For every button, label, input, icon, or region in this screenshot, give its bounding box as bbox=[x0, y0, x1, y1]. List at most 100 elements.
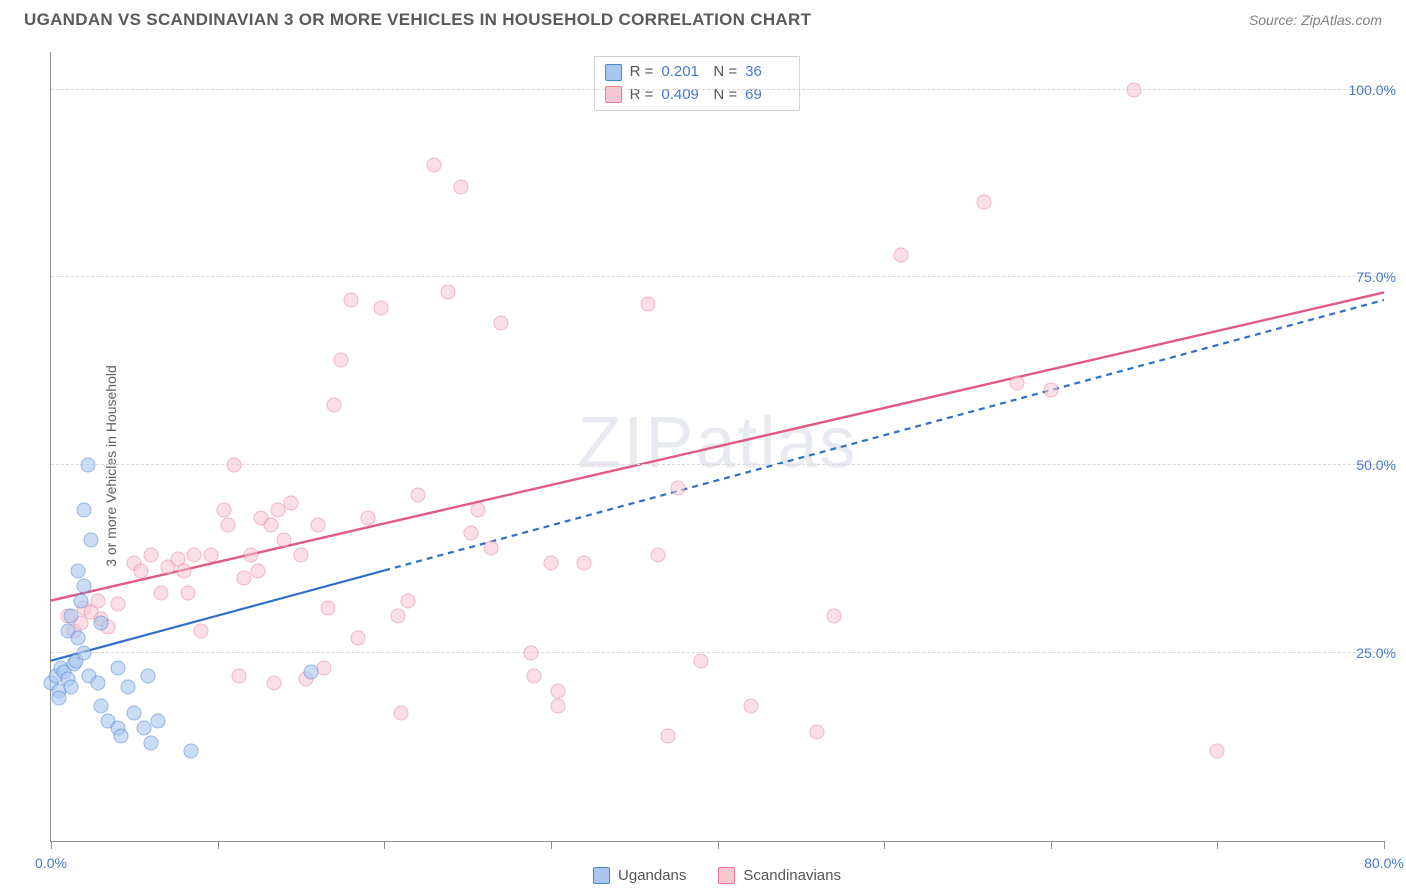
scandinavian-point bbox=[250, 563, 265, 578]
scandinavian-point bbox=[427, 157, 442, 172]
watermark: ZIPatlas bbox=[577, 401, 857, 483]
scandinavian-point bbox=[440, 285, 455, 300]
x-tick bbox=[1217, 841, 1218, 849]
chart-container: 3 or more Vehicles in Household ZIPatlas… bbox=[0, 40, 1406, 892]
n-value: 69 bbox=[745, 84, 789, 107]
y-tick-label: 100.0% bbox=[1343, 82, 1396, 98]
scandinavian-point bbox=[143, 548, 158, 563]
scandinavian-point bbox=[373, 300, 388, 315]
scandinavian-point bbox=[360, 510, 375, 525]
gridline-h bbox=[51, 652, 1396, 653]
scandinavian-point bbox=[327, 398, 342, 413]
scandinavian-point bbox=[293, 548, 308, 563]
scandinavian-point bbox=[153, 586, 168, 601]
scandinavian-point bbox=[267, 676, 282, 691]
ugandan-point bbox=[70, 563, 85, 578]
scandinavian-point bbox=[827, 608, 842, 623]
scandinavian-point bbox=[333, 353, 348, 368]
ugandan-point bbox=[63, 608, 78, 623]
scandinavian-point bbox=[317, 661, 332, 676]
scandinavian-point bbox=[1010, 375, 1025, 390]
n-value: 36 bbox=[745, 61, 789, 84]
gridline-h bbox=[51, 464, 1396, 465]
scandinavian-point bbox=[400, 593, 415, 608]
scandinavian-point bbox=[217, 503, 232, 518]
scandinavian-point bbox=[343, 292, 358, 307]
scandinavian-point bbox=[90, 593, 105, 608]
y-tick-label: 75.0% bbox=[1350, 269, 1396, 285]
ugandan-point bbox=[63, 679, 78, 694]
x-tick bbox=[384, 841, 385, 849]
scandinavian-point bbox=[463, 525, 478, 540]
scandinavian-point bbox=[1127, 82, 1142, 97]
scandinavian-point bbox=[410, 488, 425, 503]
trend-lines-layer bbox=[51, 52, 1384, 841]
scandinavian-point bbox=[650, 548, 665, 563]
x-tick bbox=[1051, 841, 1052, 849]
watermark-zip: ZIP bbox=[577, 402, 695, 482]
scandinavian-point bbox=[493, 315, 508, 330]
scandinavian-point bbox=[193, 623, 208, 638]
ugandan-point bbox=[93, 698, 108, 713]
n-label: N = bbox=[713, 84, 737, 107]
scandinavian-point bbox=[550, 698, 565, 713]
ugandan-point bbox=[52, 691, 67, 706]
scandinavian-point bbox=[550, 683, 565, 698]
scandinavian-point bbox=[523, 646, 538, 661]
scandinavian-point bbox=[177, 563, 192, 578]
scandinavian-point bbox=[693, 653, 708, 668]
scandinavian-point bbox=[660, 728, 675, 743]
correlation-row: R = 0.409 N = 69 bbox=[605, 84, 790, 107]
gridline-h bbox=[51, 89, 1396, 90]
scandinavian-point bbox=[310, 518, 325, 533]
ugandan-point bbox=[73, 593, 88, 608]
y-tick-label: 25.0% bbox=[1350, 645, 1396, 661]
scandinavian-point bbox=[577, 555, 592, 570]
legend-item: Scandinavians bbox=[718, 867, 841, 884]
scandinavian-point bbox=[470, 503, 485, 518]
x-tick bbox=[718, 841, 719, 849]
ugandan-point bbox=[90, 676, 105, 691]
ugandan-point bbox=[80, 458, 95, 473]
scandinavian-point bbox=[977, 195, 992, 210]
correlation-row: R =0.201N =36 bbox=[605, 61, 790, 84]
r-value: 0.409 bbox=[661, 84, 705, 107]
watermark-atlas: atlas bbox=[695, 402, 857, 482]
ugandan-point bbox=[140, 668, 155, 683]
ugandan-point bbox=[110, 661, 125, 676]
chart-header: UGANDAN VS SCANDINAVIAN 3 OR MORE VEHICL… bbox=[0, 0, 1406, 36]
plot-area: ZIPatlas R =0.201N =36R =0.409N =69 25.0… bbox=[50, 52, 1384, 842]
ugandan-point bbox=[93, 616, 108, 631]
scandinavian-point bbox=[133, 563, 148, 578]
ugandan-point bbox=[77, 503, 92, 518]
legend-label: Ugandans bbox=[618, 867, 686, 884]
x-tick bbox=[884, 841, 885, 849]
legend-item: Ugandans bbox=[593, 867, 686, 884]
bottom-legend: Ugandans Scandinavians bbox=[50, 867, 1384, 884]
scandinavian-point bbox=[187, 548, 202, 563]
correlation-box: R =0.201N =36R =0.409N =69 bbox=[594, 56, 801, 111]
scandinavian-point bbox=[743, 698, 758, 713]
ugandan-point bbox=[150, 713, 165, 728]
scandinavian-point bbox=[483, 540, 498, 555]
scandinavian-point bbox=[283, 495, 298, 510]
ugandan-point bbox=[303, 664, 318, 679]
r-label: R = bbox=[630, 84, 654, 107]
x-tick bbox=[551, 841, 552, 849]
n-label: N = bbox=[713, 61, 737, 84]
scandinavian-point bbox=[110, 597, 125, 612]
ugandan-point bbox=[143, 736, 158, 751]
scandinavian-point bbox=[453, 180, 468, 195]
x-tick bbox=[51, 841, 52, 849]
r-label: R = bbox=[630, 61, 654, 84]
scandinavian-point bbox=[220, 518, 235, 533]
trend-line bbox=[384, 300, 1384, 571]
scandinavian-point bbox=[527, 668, 542, 683]
scandinavian-point bbox=[203, 548, 218, 563]
scandinavian-point bbox=[1210, 743, 1225, 758]
scandinavian-point bbox=[227, 458, 242, 473]
gridline-h bbox=[51, 276, 1396, 277]
chart-title: UGANDAN VS SCANDINAVIAN 3 OR MORE VEHICL… bbox=[24, 10, 811, 30]
series-swatch bbox=[605, 64, 622, 81]
scandinavian-point bbox=[893, 247, 908, 262]
